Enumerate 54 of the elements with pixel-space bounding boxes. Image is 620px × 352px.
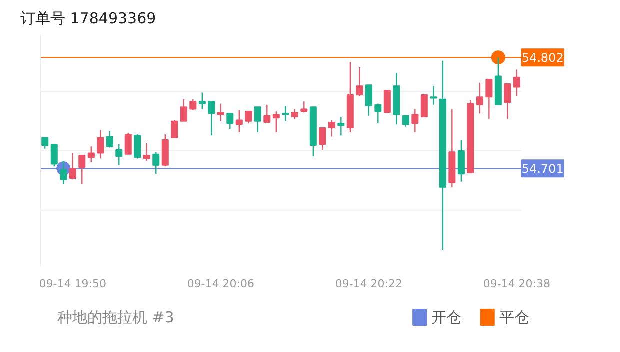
candlestick — [402, 115, 410, 128]
chart-title: 订单号 178493369 — [20, 10, 156, 28]
y-tick-label: 54.701 — [522, 162, 564, 176]
candlestick — [60, 160, 68, 185]
legend-label: 开仓 — [432, 308, 462, 326]
legend-label: 平仓 — [499, 308, 530, 326]
candlestick — [88, 146, 95, 163]
candlestick — [97, 130, 104, 160]
candlestick — [513, 69, 520, 97]
candlestick — [116, 144, 123, 166]
x-tick-label: 09-14 19:50 — [39, 278, 106, 290]
candlestick — [78, 154, 86, 185]
candlestick — [384, 90, 391, 114]
candlestick — [245, 110, 252, 124]
text: 种地的拖拉机 #3 — [57, 308, 174, 326]
candlestick — [236, 110, 243, 133]
candlestick — [412, 108, 419, 133]
candlestick — [328, 120, 336, 138]
y-tick-label: 54.802 — [522, 51, 564, 66]
candlestick — [180, 98, 188, 122]
candlestick — [254, 106, 262, 133]
candlestick — [420, 94, 428, 118]
candlestick — [171, 120, 178, 138]
candlestick — [486, 78, 493, 120]
candlestick — [143, 142, 150, 162]
candlestick — [217, 103, 224, 122]
candlestick — [338, 116, 345, 136]
candlestick — [476, 82, 484, 114]
candlestick — [124, 132, 132, 155]
candlestick — [69, 152, 76, 180]
candlestick — [282, 105, 290, 122]
candlestick — [50, 144, 58, 168]
candlestick — [264, 104, 271, 124]
candlestick — [134, 134, 142, 160]
candlestick — [430, 86, 438, 106]
candlestick — [226, 113, 234, 130]
candlestick — [300, 100, 308, 114]
candlestick — [319, 127, 326, 151]
candlestick — [208, 100, 216, 136]
candlestick — [190, 98, 197, 111]
candlestick — [458, 139, 465, 182]
x-tick-label: 09-14 20:38 — [483, 278, 551, 290]
x-tick-label: 09-14 20:22 — [335, 278, 403, 290]
candlestick — [374, 103, 382, 124]
candlestick — [272, 110, 280, 133]
candlestick — [198, 92, 206, 110]
candlestick — [291, 108, 298, 120]
candlestick — [365, 84, 372, 116]
candlestick — [106, 130, 114, 148]
candlestick — [504, 83, 512, 120]
candlestick — [42, 137, 49, 150]
x-tick-label: 09-14 20:06 — [187, 278, 254, 290]
candlestick — [152, 152, 160, 175]
candlestick — [356, 66, 364, 97]
